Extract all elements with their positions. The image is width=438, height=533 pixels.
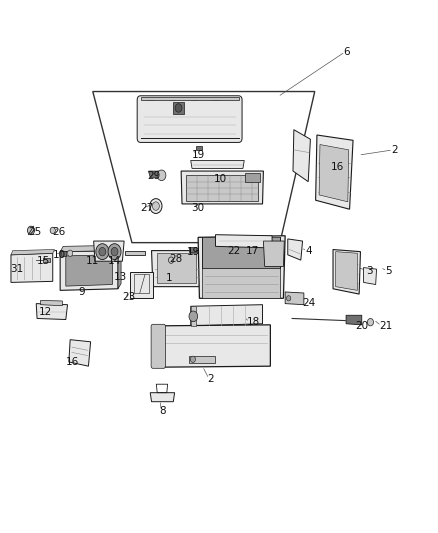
Text: 27: 27 <box>141 203 154 213</box>
Text: 19: 19 <box>187 247 200 257</box>
Polygon shape <box>130 272 153 298</box>
Polygon shape <box>43 258 50 262</box>
Circle shape <box>189 311 198 321</box>
Polygon shape <box>191 160 244 168</box>
Polygon shape <box>181 171 263 204</box>
FancyBboxPatch shape <box>151 324 166 368</box>
Polygon shape <box>293 130 311 182</box>
Circle shape <box>157 170 166 181</box>
Circle shape <box>367 318 374 326</box>
Polygon shape <box>186 175 258 201</box>
Polygon shape <box>188 356 215 363</box>
Text: 17: 17 <box>246 246 259 256</box>
Text: 19: 19 <box>192 150 205 160</box>
Polygon shape <box>11 249 54 255</box>
Text: 23: 23 <box>122 292 136 302</box>
Text: 3: 3 <box>366 266 373 276</box>
Text: 12: 12 <box>39 306 52 317</box>
Text: 4: 4 <box>305 246 312 256</box>
Text: 9: 9 <box>79 287 85 297</box>
Polygon shape <box>215 235 272 248</box>
Text: 24: 24 <box>303 297 316 308</box>
Polygon shape <box>11 253 53 282</box>
Polygon shape <box>157 253 196 284</box>
Polygon shape <box>150 393 175 402</box>
Polygon shape <box>173 102 184 114</box>
Polygon shape <box>198 236 285 298</box>
Polygon shape <box>60 251 118 290</box>
Polygon shape <box>61 251 66 256</box>
Text: 6: 6 <box>343 47 350 56</box>
Polygon shape <box>69 340 91 366</box>
Text: 2: 2 <box>391 145 398 155</box>
Text: 21: 21 <box>379 321 392 331</box>
Text: 5: 5 <box>385 266 392 276</box>
Polygon shape <box>36 304 67 319</box>
Polygon shape <box>66 255 113 286</box>
Circle shape <box>152 202 159 211</box>
Circle shape <box>28 226 35 235</box>
Polygon shape <box>196 146 202 150</box>
Text: 16: 16 <box>66 357 79 367</box>
Polygon shape <box>285 292 304 305</box>
Text: 22: 22 <box>227 246 240 256</box>
FancyBboxPatch shape <box>137 96 242 142</box>
Polygon shape <box>191 306 196 326</box>
Polygon shape <box>245 173 260 182</box>
Circle shape <box>108 244 121 260</box>
Polygon shape <box>319 144 349 202</box>
Circle shape <box>111 247 118 256</box>
Polygon shape <box>152 251 201 287</box>
Text: 18: 18 <box>247 317 261 327</box>
Polygon shape <box>41 301 62 306</box>
Text: 8: 8 <box>159 406 166 416</box>
Polygon shape <box>346 316 362 325</box>
Polygon shape <box>263 241 284 266</box>
Polygon shape <box>333 249 360 294</box>
Circle shape <box>67 250 73 256</box>
Circle shape <box>150 199 162 214</box>
Polygon shape <box>316 135 353 209</box>
Text: 10: 10 <box>214 174 227 184</box>
Circle shape <box>169 257 174 263</box>
Polygon shape <box>191 305 262 326</box>
Circle shape <box>175 104 182 112</box>
Polygon shape <box>118 245 121 289</box>
Text: 16: 16 <box>330 162 344 172</box>
Text: 29: 29 <box>147 172 160 181</box>
Text: 26: 26 <box>53 227 66 237</box>
Text: 14: 14 <box>108 256 121 266</box>
Polygon shape <box>125 251 145 255</box>
Text: 13: 13 <box>114 272 127 282</box>
Circle shape <box>99 247 106 256</box>
Text: 15: 15 <box>37 256 50 266</box>
Text: 10: 10 <box>53 250 66 260</box>
Circle shape <box>50 227 55 233</box>
Polygon shape <box>364 268 377 285</box>
Circle shape <box>96 244 109 260</box>
Polygon shape <box>141 97 239 100</box>
Polygon shape <box>202 268 280 298</box>
Polygon shape <box>94 241 124 261</box>
Text: 28: 28 <box>169 254 182 264</box>
Text: 25: 25 <box>28 227 42 237</box>
Polygon shape <box>336 252 357 290</box>
Text: 1: 1 <box>166 273 173 283</box>
Text: 31: 31 <box>10 264 23 274</box>
Text: 20: 20 <box>355 321 368 331</box>
Polygon shape <box>148 171 159 177</box>
Polygon shape <box>60 245 121 252</box>
Polygon shape <box>288 239 303 260</box>
Polygon shape <box>202 237 280 268</box>
Text: 11: 11 <box>86 256 99 266</box>
Polygon shape <box>189 247 196 252</box>
Circle shape <box>286 296 291 301</box>
Circle shape <box>190 356 195 362</box>
Text: 30: 30 <box>191 203 204 213</box>
Text: 2: 2 <box>207 374 213 384</box>
Polygon shape <box>153 325 270 367</box>
